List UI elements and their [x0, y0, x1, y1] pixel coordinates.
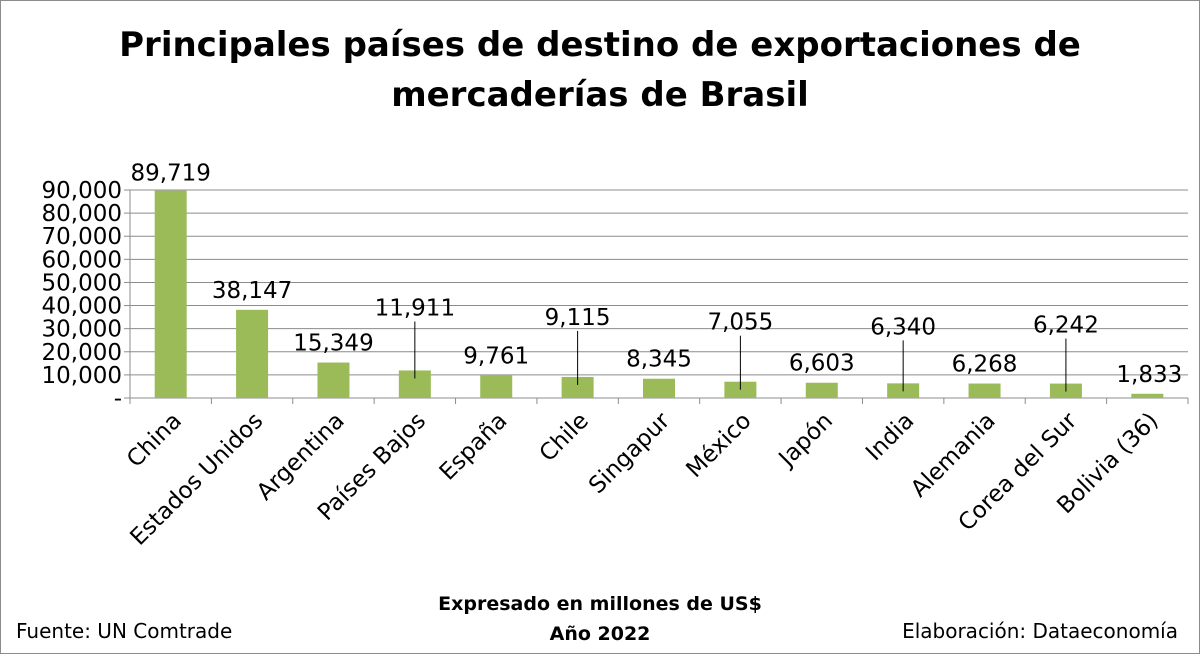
data-label: 6,603 [789, 351, 855, 377]
y-tick-label: 80,000 [42, 201, 122, 227]
bar [1131, 393, 1164, 398]
y-tick-label: - [114, 386, 122, 412]
bar [480, 375, 513, 398]
bar [968, 383, 1001, 398]
data-label: 38,147 [212, 278, 292, 304]
data-label: 6,242 [1033, 313, 1099, 339]
bar [154, 190, 187, 398]
bar-chart: -10,00020,00030,00040,00050,00060,00070,… [42, 161, 1189, 551]
x-tick-label: Japón [773, 408, 838, 473]
x-tick-label: Singapur [584, 407, 676, 499]
data-label: 9,115 [545, 305, 611, 331]
chart-note: Expresado en millones de US$ Año 2022 [300, 589, 900, 649]
credit-note: Elaboración: Dataeconomía [902, 619, 1178, 643]
source-note: Fuente: UN Comtrade [16, 619, 233, 643]
x-tick-label: España [435, 408, 513, 486]
bar [561, 376, 594, 398]
y-tick-label: 90,000 [42, 178, 122, 204]
data-label: 7,055 [707, 310, 773, 336]
bar [805, 382, 838, 398]
bar [724, 381, 757, 398]
y-tick-label: 70,000 [42, 224, 122, 250]
chart-title: Principales países de destino de exporta… [100, 20, 1100, 120]
y-tick-label: 10,000 [42, 363, 122, 389]
data-label: 8,345 [626, 347, 692, 373]
y-tick-label: 20,000 [42, 340, 122, 366]
y-tick-label: 50,000 [42, 270, 122, 296]
data-label: 6,268 [952, 352, 1018, 378]
y-tick-label: 60,000 [42, 247, 122, 273]
x-tick-label: China [122, 408, 187, 473]
data-label: 6,340 [870, 314, 936, 340]
data-label: 11,911 [375, 295, 455, 321]
data-label: 1,833 [1116, 362, 1182, 388]
x-tick-label: México [681, 408, 756, 483]
data-label: 9,761 [463, 343, 529, 369]
x-tick-label: India [861, 408, 919, 466]
y-tick-label: 30,000 [42, 317, 122, 343]
y-tick-label: 40,000 [42, 294, 122, 320]
chart-title-line-2: mercaderías de Brasil [391, 75, 809, 115]
x-tick-label: Chile [535, 408, 594, 467]
data-label: 15,349 [293, 331, 373, 357]
data-label: 89,719 [130, 161, 210, 187]
year-note: Año 2022 [549, 623, 651, 645]
chart-title-line-1: Principales países de destino de exporta… [119, 25, 1081, 65]
bar [643, 378, 675, 398]
bar [317, 362, 350, 398]
unit-note: Expresado en millones de US$ [438, 593, 762, 615]
bar [236, 309, 269, 398]
